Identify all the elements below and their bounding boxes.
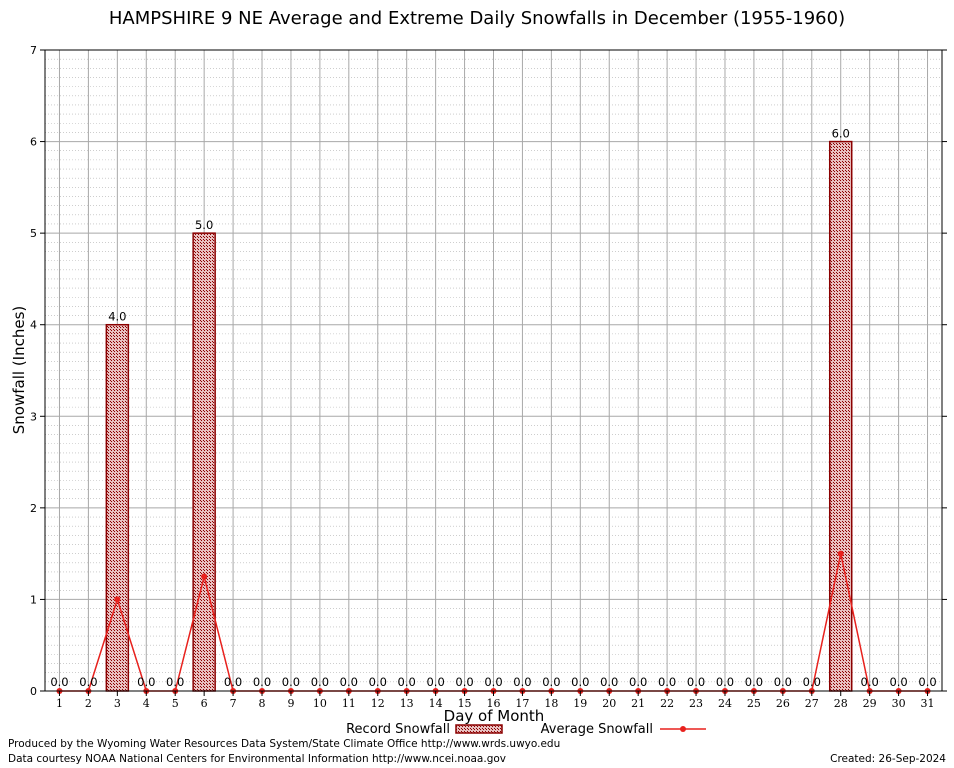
bar-record-day-6 <box>192 232 216 692</box>
bar-record-day-28 <box>828 140 853 692</box>
x-tick-label-day-10: 10 <box>313 697 327 710</box>
x-tick-label-day-25: 25 <box>747 697 761 710</box>
x-tick-label-day-18: 18 <box>544 697 558 710</box>
data-label-day-16: 0.0 <box>484 675 502 689</box>
x-tick-label-day-17: 17 <box>515 697 529 710</box>
data-label-day-23: 0.0 <box>687 675 705 689</box>
data-label-day-18: 0.0 <box>542 675 560 689</box>
data-label-day-14: 0.0 <box>426 675 444 689</box>
data-label-day-21: 0.0 <box>629 675 647 689</box>
x-tick-label-day-6: 6 <box>201 697 208 710</box>
bar-record-day-3 <box>105 323 130 692</box>
x-tick-label-day-26: 26 <box>776 697 790 710</box>
data-label-day-15: 0.0 <box>455 675 473 689</box>
x-tick-label-day-31: 31 <box>921 697 935 710</box>
x-tick-label-day-4: 4 <box>143 697 150 710</box>
y-tick-label: 3 <box>30 410 37 423</box>
data-label-day-7: 0.0 <box>224 675 242 689</box>
data-label-day-12: 0.0 <box>369 675 387 689</box>
x-tick-label-day-24: 24 <box>718 697 732 710</box>
legend-swatch-record <box>455 724 503 734</box>
x-tick-label-day-29: 29 <box>863 697 877 710</box>
data-label-day-11: 0.0 <box>340 675 358 689</box>
legend-marker-average <box>680 726 686 732</box>
data-label-day-6: 5.0 <box>195 218 213 232</box>
data-label-day-24: 0.0 <box>716 675 734 689</box>
footer-produced-by: Produced by the Wyoming Water Resources … <box>8 738 561 750</box>
x-axis-label: Day of Month <box>444 707 545 725</box>
data-label-day-3: 4.0 <box>108 310 126 324</box>
x-tick-label-day-15: 15 <box>458 697 472 710</box>
data-label-day-19: 0.0 <box>571 675 589 689</box>
y-tick-label: 4 <box>30 319 37 332</box>
data-label-day-29: 0.0 <box>861 675 879 689</box>
legend: Record Snowfall Average Snowfall <box>346 722 706 737</box>
x-tick-label-day-12: 12 <box>371 697 385 710</box>
data-label-day-22: 0.0 <box>658 675 676 689</box>
x-tick-label-day-9: 9 <box>287 697 294 710</box>
x-tick-label-day-5: 5 <box>172 697 179 710</box>
x-tick-label-day-14: 14 <box>429 697 443 710</box>
x-tick-label-day-7: 7 <box>230 697 237 710</box>
x-tick-label-day-20: 20 <box>602 697 616 710</box>
average-point-day-6 <box>201 573 208 580</box>
data-label-day-30: 0.0 <box>889 675 907 689</box>
x-tick-label-day-1: 1 <box>56 697 63 710</box>
x-tick-label-day-28: 28 <box>834 697 848 710</box>
legend-label-average: Average Snowfall <box>541 722 653 737</box>
x-tick-label-day-2: 2 <box>85 697 92 710</box>
footer-data-courtesy: Data courtesy NOAA National Centers for … <box>8 753 507 765</box>
data-label-day-2: 0.0 <box>79 675 97 689</box>
data-label-day-25: 0.0 <box>745 675 763 689</box>
average-point-day-3 <box>114 596 121 603</box>
x-tick-label-day-19: 19 <box>573 697 587 710</box>
y-tick-label: 2 <box>30 502 37 515</box>
x-tick-label-day-8: 8 <box>259 697 266 710</box>
x-tick-label-day-30: 30 <box>892 697 906 710</box>
y-tick-label: 1 <box>30 593 37 606</box>
x-tick-label-day-23: 23 <box>689 697 703 710</box>
data-label-day-8: 0.0 <box>253 675 271 689</box>
data-label-day-20: 0.0 <box>600 675 618 689</box>
x-tick-label-day-13: 13 <box>400 697 414 710</box>
average-point-day-28 <box>837 550 844 557</box>
y-tick-label: 5 <box>30 227 37 240</box>
data-label-day-31: 0.0 <box>918 675 936 689</box>
data-label-day-13: 0.0 <box>398 675 416 689</box>
y-tick-label: 6 <box>30 136 37 149</box>
chart-title: HAMPSHIRE 9 NE Average and Extreme Daily… <box>108 8 846 29</box>
data-label-day-1: 0.0 <box>50 675 68 689</box>
x-tick-label-day-16: 16 <box>487 697 501 710</box>
data-label-day-5: 0.0 <box>166 675 184 689</box>
x-tick-label-day-11: 11 <box>342 697 356 710</box>
data-label-day-17: 0.0 <box>513 675 531 689</box>
x-tick-label-day-21: 21 <box>631 697 645 710</box>
data-label-day-27: 0.0 <box>803 675 821 689</box>
x-tick-label-day-3: 3 <box>114 697 121 710</box>
footer-created-date: Created: 26-Sep-2024 <box>830 753 946 765</box>
legend-label-record: Record Snowfall <box>346 722 450 737</box>
y-axis-label: Snowfall (Inches) <box>10 306 28 434</box>
y-tick-label: 0 <box>30 685 37 698</box>
data-label-day-9: 0.0 <box>282 675 300 689</box>
x-tick-label-day-22: 22 <box>660 697 674 710</box>
y-tick-label: 7 <box>30 44 37 57</box>
x-tick-label-day-27: 27 <box>805 697 819 710</box>
data-label-day-10: 0.0 <box>311 675 329 689</box>
data-label-day-26: 0.0 <box>774 675 792 689</box>
data-label-day-28: 6.0 <box>832 127 850 141</box>
data-label-day-4: 0.0 <box>137 675 155 689</box>
